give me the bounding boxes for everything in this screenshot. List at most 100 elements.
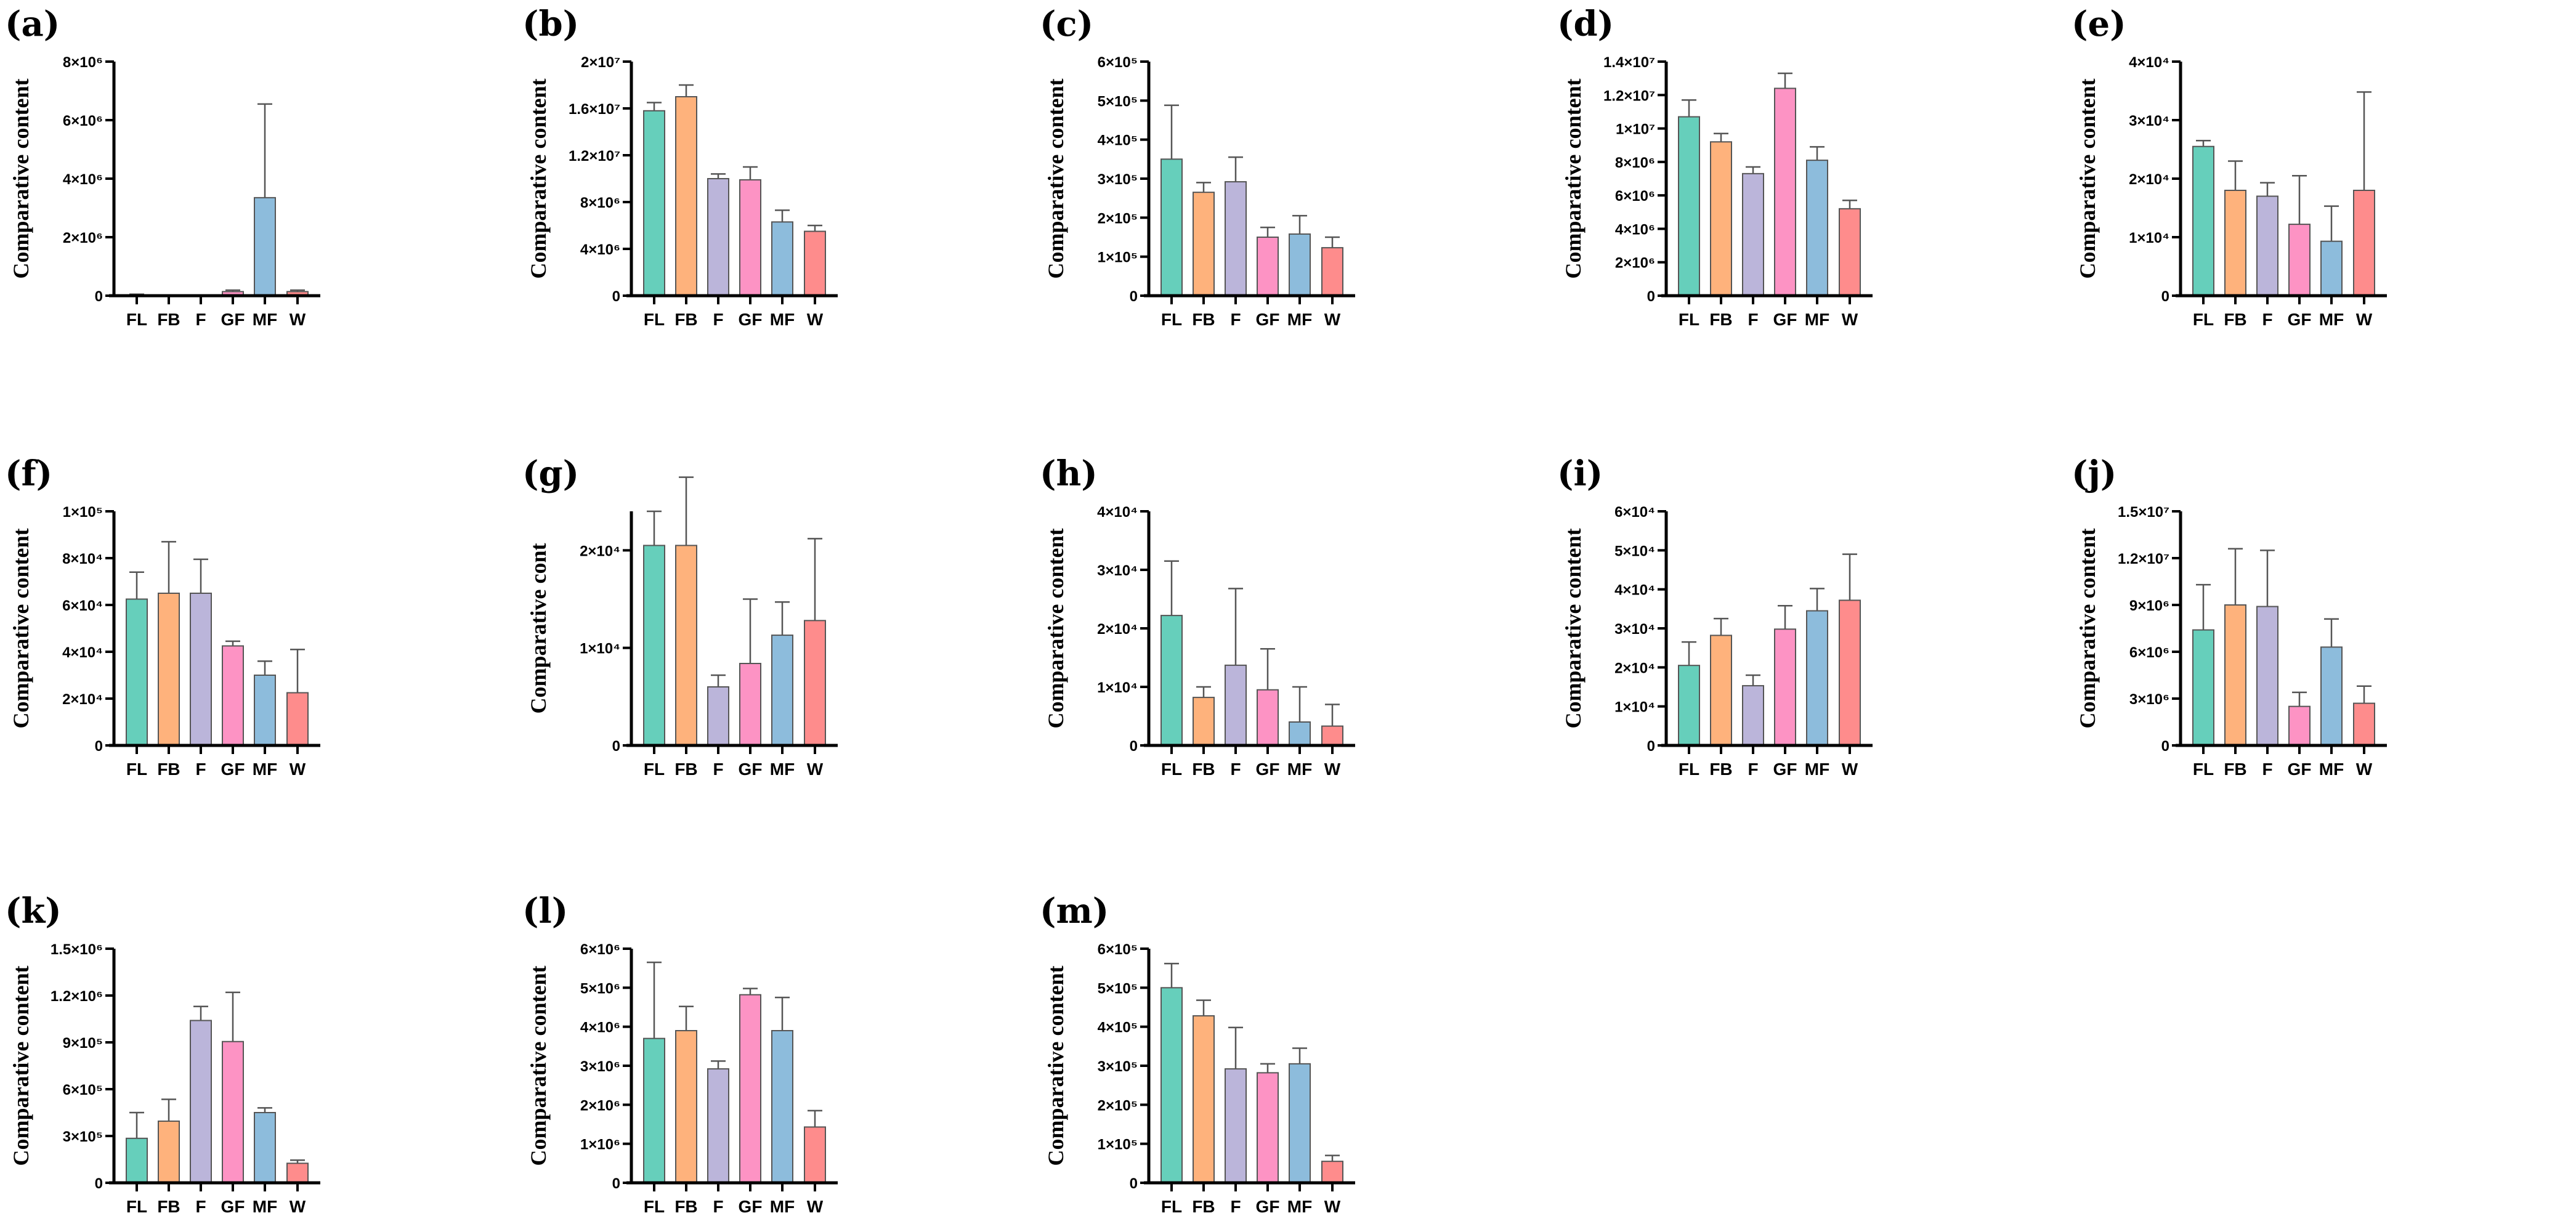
bar-chart: (d) Comparative content FL FB F GF MF W 0 2×10⁶ 4×… (1557, 4, 1873, 329)
bar-MF (254, 197, 276, 296)
x-tick-label: MF (770, 310, 795, 329)
bar-W (1839, 599, 1861, 746)
y-tick-label: 3×10⁴ (1614, 621, 1655, 638)
y-tick-label: 0 (612, 288, 620, 305)
x-tick-label: F (713, 760, 723, 779)
x-tick-label: FB (2224, 310, 2246, 329)
x-tick-label: W (1842, 310, 1858, 329)
bar-FL (126, 598, 148, 746)
bar-F (707, 686, 729, 746)
bar-MF (771, 221, 793, 296)
x-tick-label: W (1324, 310, 1341, 329)
bar-chart: (m) Comparative content FL FB F GF MF W 0 1×10⁵ 2×… (1040, 891, 1355, 1216)
bar-MF (254, 1112, 276, 1183)
x-tick-label: GF (221, 1197, 245, 1216)
bar-MF (2320, 240, 2343, 296)
x-tick-label: F (1748, 310, 1758, 329)
y-axis-label: Comparative content (1043, 529, 1068, 729)
y-tick-label: 5×10⁴ (1614, 543, 1655, 559)
bar-FB (158, 593, 180, 746)
x-tick-label: MF (2319, 760, 2344, 779)
bar-GF (2288, 224, 2311, 297)
x-tick-label: FL (1679, 760, 1699, 779)
bar-FL (643, 545, 665, 747)
y-tick-label: 0 (612, 738, 620, 755)
panel-label: (a) (5, 4, 60, 44)
panel-label: (i) (1557, 453, 1603, 494)
y-tick-label: 4×10⁶ (63, 171, 103, 188)
bar-W (286, 1162, 309, 1184)
x-tick-label: FL (644, 760, 665, 779)
x-tick-label: FL (126, 760, 147, 779)
bar-FB (1193, 1015, 1215, 1184)
chart-panel: (k) Comparative content FL FB F GF MF W 0 3×10⁵ 6×… (0, 887, 515, 1220)
y-tick-label: 0 (1647, 738, 1655, 755)
x-tick-label: W (1324, 760, 1341, 779)
x-tick-label: F (1230, 1197, 1241, 1216)
y-tick-label: 1×10⁴ (1097, 679, 1138, 696)
bar-W (1839, 208, 1861, 296)
y-tick-label: 2×10⁵ (1098, 210, 1138, 227)
x-tick-label: W (1324, 1197, 1341, 1216)
bar-F (190, 1020, 212, 1184)
y-tick-label: 9×10⁶ (2129, 598, 2169, 614)
bar-FL (1160, 615, 1183, 746)
bar-W (804, 230, 826, 296)
panel-label: (b) (522, 4, 579, 44)
chart-panel: (j) Comparative content FL FB F GF MF W 0 3×10⁶ 6×… (2067, 450, 2576, 782)
y-tick-label: 1×10⁴ (1614, 699, 1655, 716)
bar-F (1742, 172, 1764, 296)
panel-label: (g) (522, 453, 579, 494)
panel-label: (f) (5, 453, 52, 494)
bar-chart: (g) Comparative cont FL FB F GF MF W 0 1×10⁴ 2×10⁴ (522, 453, 838, 779)
y-tick-label: 8×10⁶ (580, 195, 620, 211)
chart-panel: (e) Comparative content FL FB F GF MF W 0 1×10⁴ 2×… (2067, 0, 2576, 333)
x-tick-label: FB (674, 1197, 697, 1216)
bar-FB (1193, 192, 1215, 296)
bar-F (1742, 685, 1764, 747)
x-tick-label: W (290, 760, 306, 779)
y-axis-label: Comparative content (9, 966, 33, 1166)
x-tick-label: FB (1192, 760, 1215, 779)
y-tick-label: 2×10⁴ (1614, 660, 1655, 676)
y-axis-label: Comparative cont (526, 543, 551, 714)
y-tick-label: 6×10⁶ (63, 113, 103, 129)
y-tick-label: 0 (2161, 738, 2169, 755)
bar-FL (1160, 987, 1183, 1183)
bar-W (1321, 725, 1343, 746)
x-tick-label: FB (1192, 1197, 1215, 1216)
y-axis-label: Comparative content (1043, 966, 1068, 1166)
x-tick-label: GF (1256, 310, 1280, 329)
y-tick-label: 2×10⁴ (580, 543, 620, 559)
bar-MF (1289, 721, 1311, 746)
x-tick-label: F (1230, 760, 1241, 779)
y-tick-label: 1.2×10⁷ (1603, 87, 1655, 104)
x-tick-label: FB (1709, 760, 1732, 779)
bar-FB (2224, 604, 2246, 746)
x-tick-label: FB (157, 760, 180, 779)
bar-F (707, 178, 729, 296)
y-tick-label: 6×10⁵ (1098, 54, 1138, 71)
y-tick-label: 1×10⁵ (1098, 249, 1138, 266)
y-tick-label: 2×10⁶ (1615, 255, 1655, 272)
y-tick-label: 2×10⁴ (62, 691, 103, 708)
chart-panel: (l) Comparative content FL FB F GF MF W 0 1×10⁶ 2×… (517, 887, 1032, 1220)
y-axis-label: Comparative content (1043, 79, 1068, 279)
panel-label: (d) (1557, 4, 1614, 44)
x-tick-label: MF (2319, 310, 2344, 329)
x-tick-label: GF (739, 310, 763, 329)
x-tick-label: FL (126, 1197, 147, 1216)
bar-W (804, 1126, 826, 1183)
bar-FL (1678, 665, 1700, 746)
bar-FB (158, 1120, 180, 1183)
y-tick-label: 2×10⁶ (580, 1097, 620, 1114)
chart-panel: (m) Comparative content FL FB F GF MF W 0 1×10⁵ 2×… (1035, 887, 1550, 1220)
y-tick-label: 2×10⁴ (1097, 621, 1138, 638)
bar-MF (1806, 610, 1828, 746)
x-tick-label: F (195, 310, 206, 329)
x-tick-label: W (807, 310, 824, 329)
bar-FL (1160, 158, 1183, 297)
bar-chart: (e) Comparative content FL FB F GF MF W 0 1×10⁴ 2×… (2072, 4, 2387, 329)
x-tick-label: FL (1161, 1197, 1182, 1216)
x-tick-label: FB (674, 310, 697, 329)
